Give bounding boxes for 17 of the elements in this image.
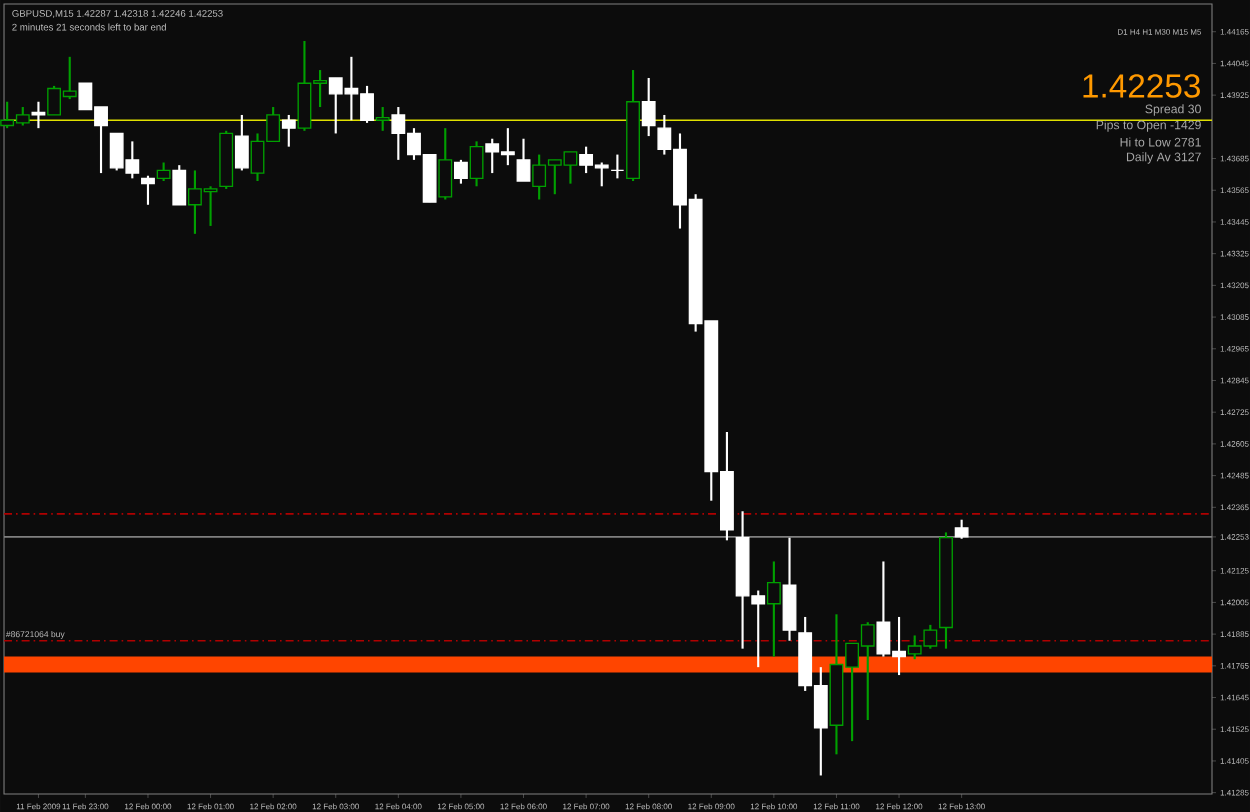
candlestick	[156, 161, 171, 183]
candlestick	[453, 158, 468, 185]
candlestick	[641, 76, 656, 138]
candlestick	[375, 105, 390, 132]
candlestick	[438, 127, 453, 201]
candlestick	[172, 164, 187, 206]
candlestick	[141, 174, 155, 206]
candlestick	[234, 113, 249, 172]
annotation: 1.42253	[1083, 74, 1200, 98]
candlestick	[31, 100, 46, 130]
candlestick	[469, 140, 484, 188]
candlestick	[281, 113, 296, 148]
candlestick	[954, 518, 969, 540]
candlestick	[782, 536, 797, 642]
candlestick	[766, 560, 781, 658]
candlestick	[610, 153, 625, 180]
candlestick	[516, 137, 531, 183]
